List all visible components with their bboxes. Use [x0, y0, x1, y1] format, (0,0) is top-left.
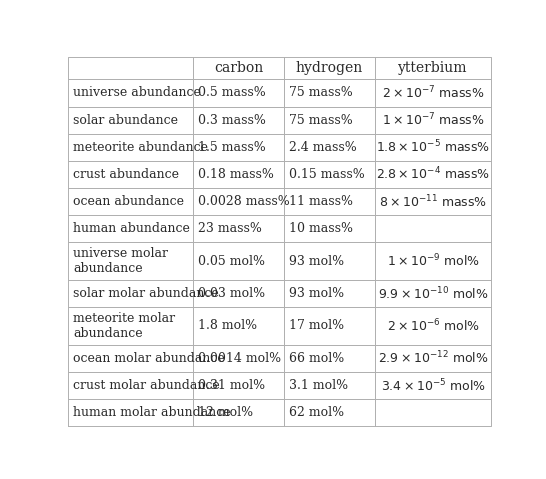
Text: meteorite abundance: meteorite abundance: [73, 141, 209, 154]
Text: 93 mol%: 93 mol%: [289, 287, 345, 300]
Text: crust abundance: crust abundance: [73, 168, 179, 181]
Text: 10 mass%: 10 mass%: [289, 222, 353, 235]
Text: human abundance: human abundance: [73, 222, 190, 235]
Text: solar abundance: solar abundance: [73, 114, 179, 126]
Text: 11 mass%: 11 mass%: [289, 195, 353, 208]
Text: 75 mass%: 75 mass%: [289, 86, 353, 100]
Text: 23 mass%: 23 mass%: [198, 222, 262, 235]
Text: $2.8\times 10^{-4}$ mass%: $2.8\times 10^{-4}$ mass%: [376, 166, 490, 182]
Text: 0.3 mass%: 0.3 mass%: [198, 114, 266, 126]
Text: 17 mol%: 17 mol%: [289, 319, 345, 332]
Text: 0.0014 mol%: 0.0014 mol%: [198, 352, 281, 365]
Text: carbon: carbon: [214, 61, 263, 75]
Text: crust molar abundance: crust molar abundance: [73, 379, 220, 392]
Text: 1.5 mass%: 1.5 mass%: [198, 141, 266, 154]
Text: 0.18 mass%: 0.18 mass%: [198, 168, 274, 181]
Text: ocean abundance: ocean abundance: [73, 195, 185, 208]
Text: $8\times 10^{-11}$ mass%: $8\times 10^{-11}$ mass%: [379, 193, 488, 210]
Text: 0.03 mol%: 0.03 mol%: [198, 287, 265, 300]
Text: 93 mol%: 93 mol%: [289, 255, 345, 268]
Text: 62 mol%: 62 mol%: [289, 406, 345, 419]
Text: 0.0028 mass%: 0.0028 mass%: [198, 195, 290, 208]
Text: 2.4 mass%: 2.4 mass%: [289, 141, 357, 154]
Text: solar molar abundance: solar molar abundance: [73, 287, 219, 300]
Text: $2\times 10^{-7}$ mass%: $2\times 10^{-7}$ mass%: [382, 85, 484, 101]
Text: $1\times 10^{-7}$ mass%: $1\times 10^{-7}$ mass%: [382, 112, 484, 128]
Text: universe molar
abundance: universe molar abundance: [73, 247, 168, 275]
Text: 0.5 mass%: 0.5 mass%: [198, 86, 266, 100]
Text: human molar abundance: human molar abundance: [73, 406, 231, 419]
Text: 12 mol%: 12 mol%: [198, 406, 253, 419]
Text: 66 mol%: 66 mol%: [289, 352, 345, 365]
Text: universe abundance: universe abundance: [73, 86, 201, 100]
Text: meteorite molar
abundance: meteorite molar abundance: [73, 312, 175, 340]
Text: $2.9\times 10^{-12}$ mol%: $2.9\times 10^{-12}$ mol%: [378, 350, 489, 367]
Text: 75 mass%: 75 mass%: [289, 114, 353, 126]
Text: 0.05 mol%: 0.05 mol%: [198, 255, 265, 268]
Text: 0.31 mol%: 0.31 mol%: [198, 379, 265, 392]
Text: ocean molar abundance: ocean molar abundance: [73, 352, 225, 365]
Text: $2\times 10^{-6}$ mol%: $2\times 10^{-6}$ mol%: [387, 318, 480, 334]
Text: $1.8\times 10^{-5}$ mass%: $1.8\times 10^{-5}$ mass%: [376, 139, 490, 156]
Text: 1.8 mol%: 1.8 mol%: [198, 319, 257, 332]
Text: 0.15 mass%: 0.15 mass%: [289, 168, 365, 181]
Text: $3.4\times 10^{-5}$ mol%: $3.4\times 10^{-5}$ mol%: [381, 377, 486, 394]
Text: ytterbium: ytterbium: [399, 61, 468, 75]
Text: hydrogen: hydrogen: [296, 61, 363, 75]
Text: $9.9\times 10^{-10}$ mol%: $9.9\times 10^{-10}$ mol%: [378, 285, 489, 302]
Text: $1\times 10^{-9}$ mol%: $1\times 10^{-9}$ mol%: [387, 253, 480, 269]
Text: 3.1 mol%: 3.1 mol%: [289, 379, 348, 392]
